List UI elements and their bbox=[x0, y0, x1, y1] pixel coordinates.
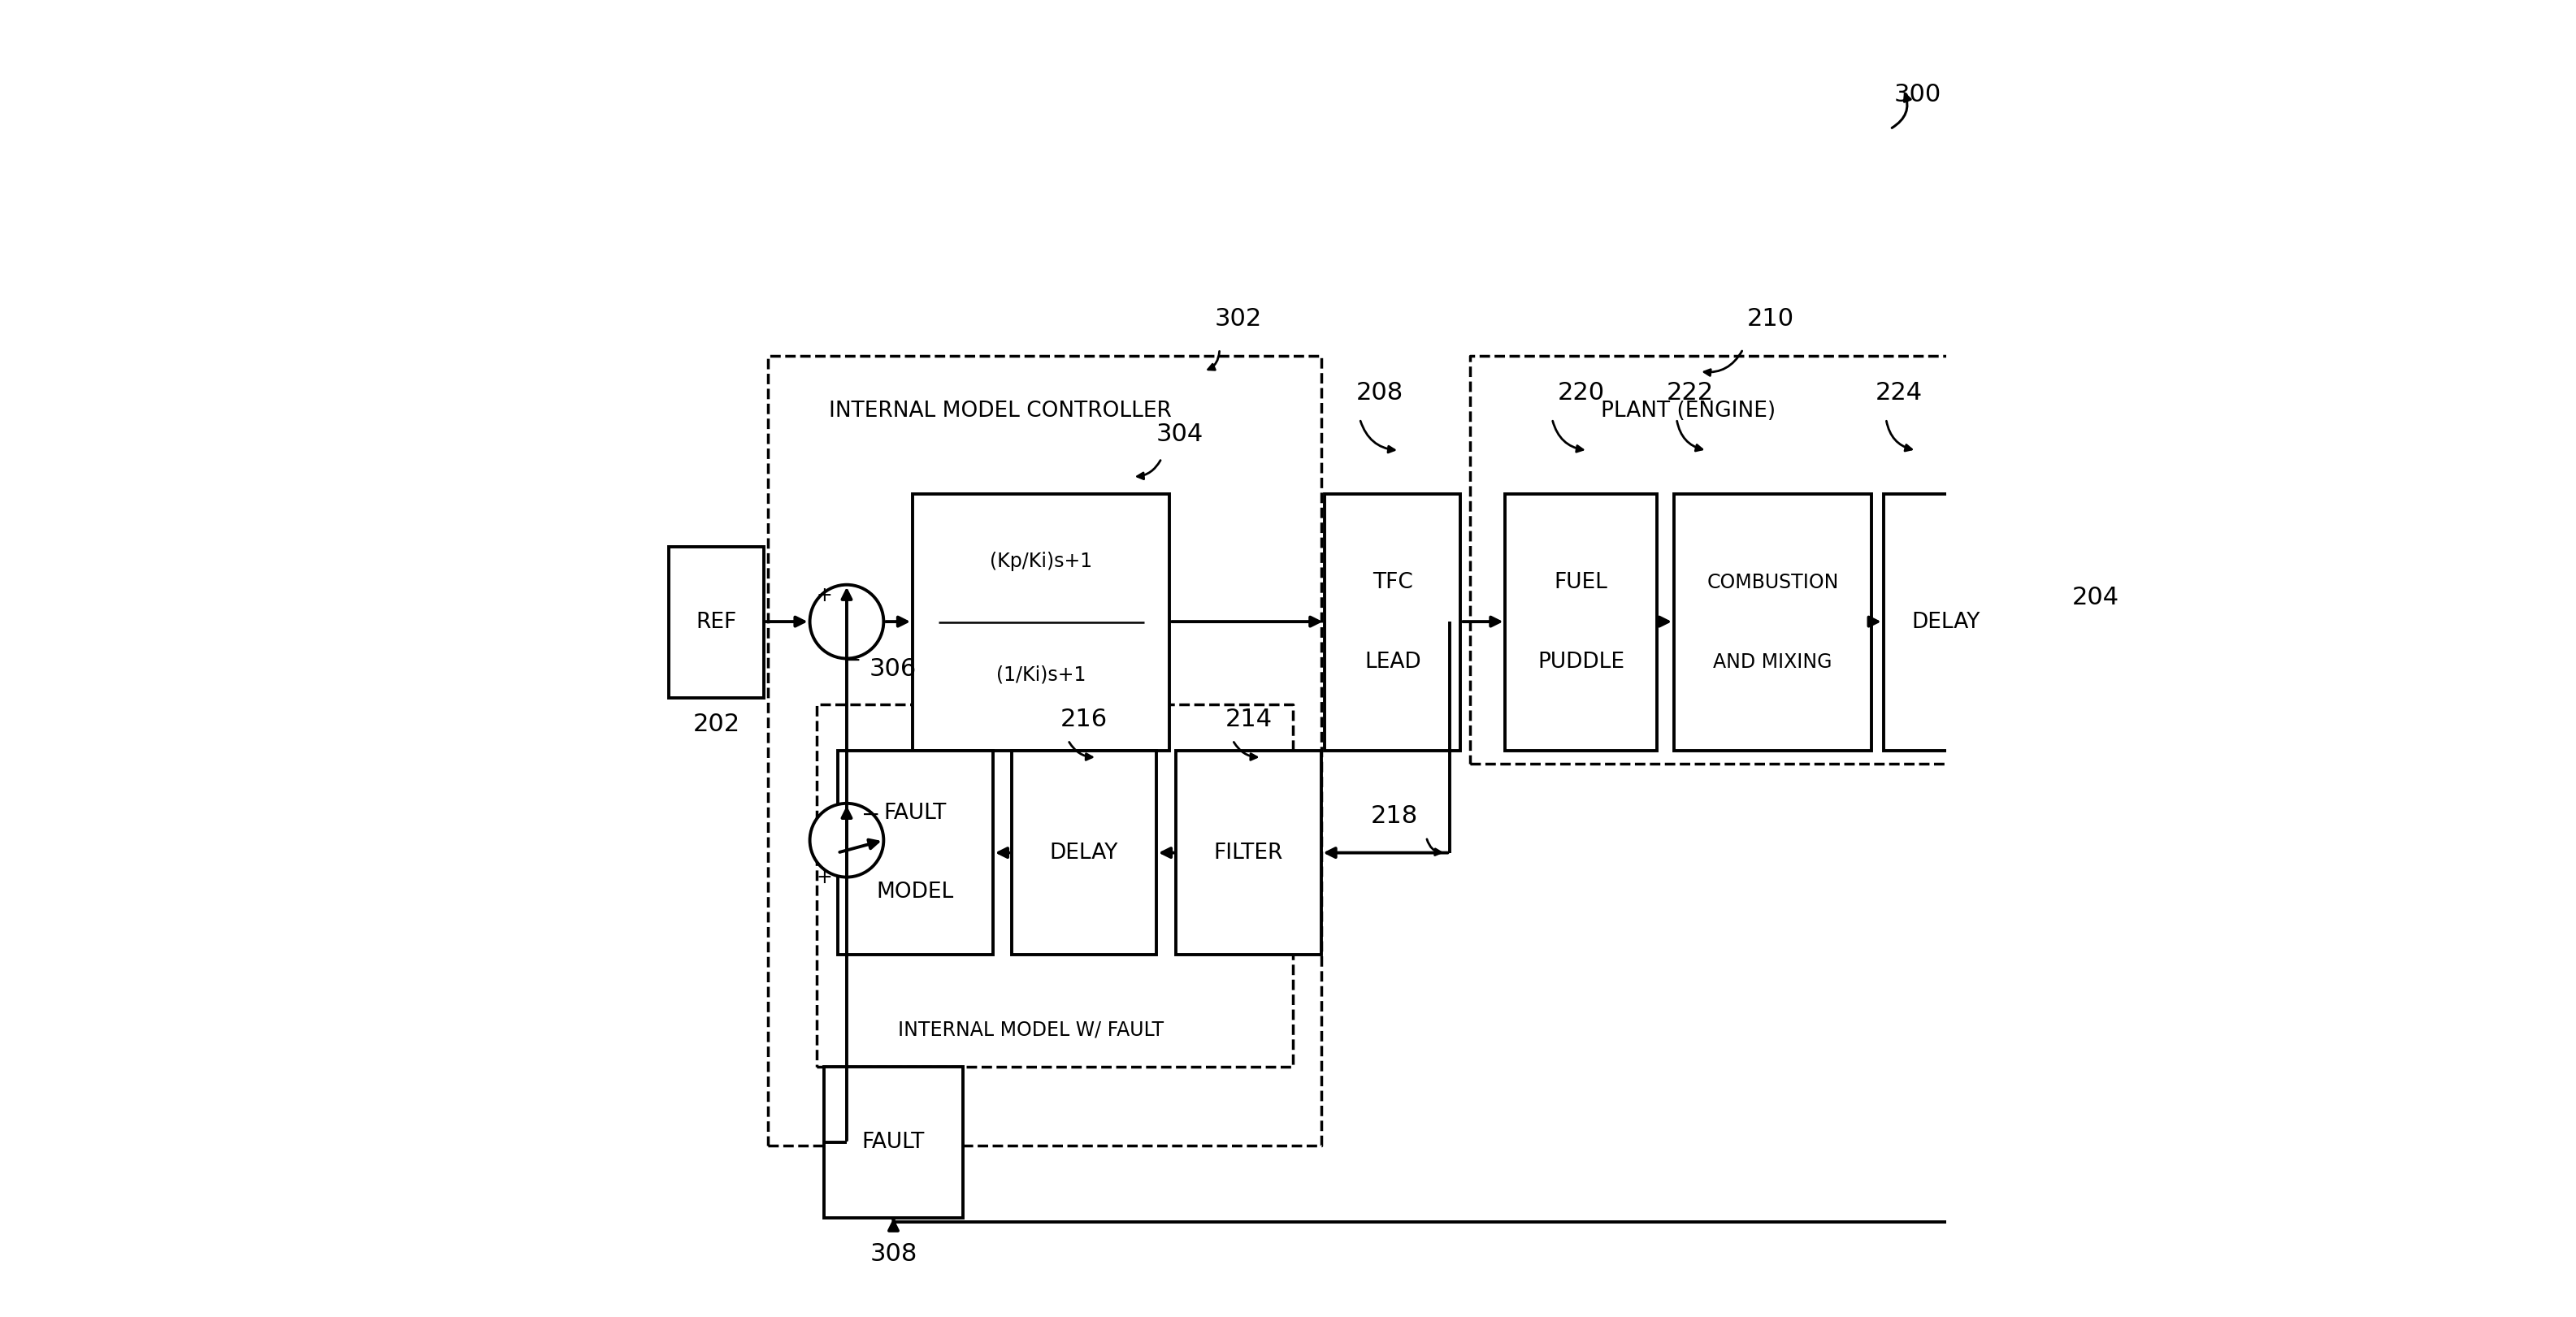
Bar bbox=[824, 1067, 963, 1218]
Text: 202: 202 bbox=[693, 712, 739, 736]
Bar bbox=[1504, 494, 1656, 751]
Text: INTERNAL MODEL CONTROLLER: INTERNAL MODEL CONTROLLER bbox=[829, 400, 1172, 421]
Text: 302: 302 bbox=[1213, 307, 1262, 331]
Text: 300: 300 bbox=[1893, 83, 1942, 107]
Text: AND MIXING: AND MIXING bbox=[1713, 652, 1832, 672]
FancyArrowPatch shape bbox=[1360, 421, 1394, 453]
FancyArrowPatch shape bbox=[1208, 352, 1218, 370]
Bar bbox=[1324, 494, 1461, 751]
FancyArrowPatch shape bbox=[1553, 421, 1582, 452]
Text: −: − bbox=[842, 649, 863, 672]
Text: (Kp/Ki)s+1: (Kp/Ki)s+1 bbox=[989, 552, 1092, 572]
Bar bbox=[1177, 751, 1321, 955]
Text: DELAY: DELAY bbox=[1048, 842, 1118, 864]
FancyArrowPatch shape bbox=[1891, 95, 1911, 128]
Text: 204: 204 bbox=[2071, 586, 2120, 610]
Text: +: + bbox=[817, 586, 832, 606]
Bar bbox=[1674, 494, 1873, 751]
Text: FUEL: FUEL bbox=[1553, 572, 1607, 594]
Bar bbox=[1012, 751, 1157, 955]
Text: FAULT: FAULT bbox=[863, 1131, 925, 1154]
Text: 222: 222 bbox=[1667, 381, 1713, 404]
Text: 304: 304 bbox=[1157, 423, 1203, 446]
Text: FILTER: FILTER bbox=[1213, 842, 1283, 864]
Text: +: + bbox=[817, 868, 832, 886]
Bar bbox=[670, 547, 762, 698]
FancyArrowPatch shape bbox=[1886, 421, 1911, 450]
Circle shape bbox=[809, 585, 884, 658]
Text: 216: 216 bbox=[1061, 707, 1108, 731]
Text: 210: 210 bbox=[1747, 307, 1793, 331]
Bar bbox=[912, 494, 1170, 751]
Text: 220: 220 bbox=[1558, 381, 1605, 404]
Text: 208: 208 bbox=[1355, 381, 1404, 404]
Text: −: − bbox=[860, 803, 881, 826]
Text: (1/Ki)s+1: (1/Ki)s+1 bbox=[997, 665, 1087, 685]
Text: PLANT (ENGINE): PLANT (ENGINE) bbox=[1602, 400, 1775, 421]
FancyArrowPatch shape bbox=[1234, 741, 1257, 760]
Circle shape bbox=[809, 803, 884, 877]
Bar bbox=[837, 751, 992, 955]
FancyArrowPatch shape bbox=[1139, 461, 1159, 479]
FancyArrowPatch shape bbox=[1677, 421, 1703, 450]
Text: FAULT: FAULT bbox=[884, 802, 945, 824]
Text: 306: 306 bbox=[868, 657, 917, 681]
Text: COMBUSTION: COMBUSTION bbox=[1708, 573, 1839, 593]
Text: REF: REF bbox=[696, 611, 737, 633]
Text: 218: 218 bbox=[1370, 805, 1419, 827]
Text: TFC: TFC bbox=[1373, 572, 1412, 594]
Text: 224: 224 bbox=[1875, 381, 1922, 404]
Text: MODEL: MODEL bbox=[876, 881, 953, 903]
FancyArrowPatch shape bbox=[1705, 352, 1741, 375]
Text: DELAY: DELAY bbox=[1911, 611, 1981, 633]
Text: INTERNAL MODEL W/ FAULT: INTERNAL MODEL W/ FAULT bbox=[899, 1021, 1164, 1039]
Text: LEAD: LEAD bbox=[1365, 651, 1422, 673]
FancyArrowPatch shape bbox=[1069, 741, 1092, 760]
Bar bbox=[1883, 494, 2009, 751]
FancyArrowPatch shape bbox=[1427, 839, 1443, 855]
Text: 308: 308 bbox=[871, 1242, 917, 1266]
Text: 214: 214 bbox=[1224, 707, 1273, 731]
Text: PUDDLE: PUDDLE bbox=[1538, 651, 1625, 673]
